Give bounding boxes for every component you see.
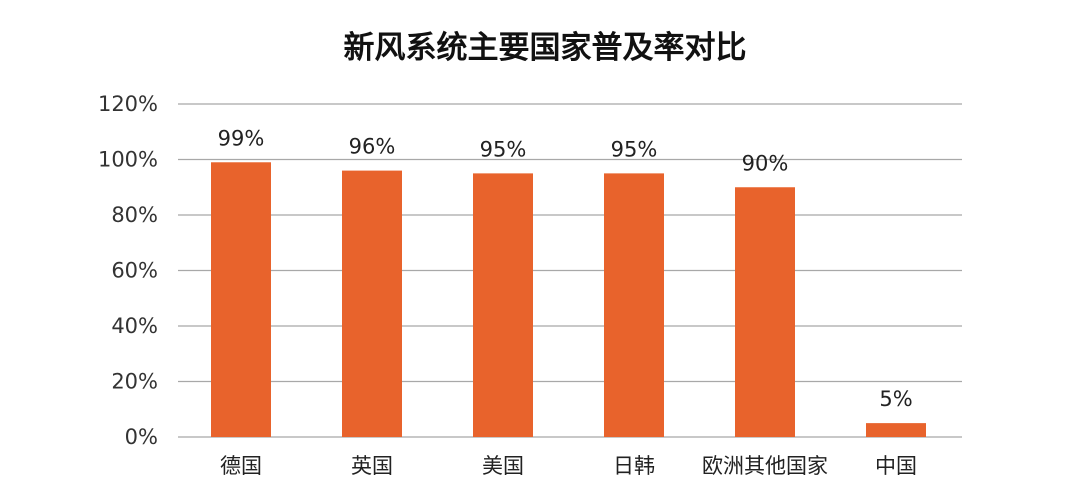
chart-title: 新风系统主要国家普及率对比 xyxy=(344,30,747,66)
y-tick-label: 0% xyxy=(125,425,158,449)
data-label: 96% xyxy=(349,135,396,159)
y-tick-label: 60% xyxy=(111,259,158,283)
data-label: 90% xyxy=(742,151,789,175)
category-label: 日韩 xyxy=(613,454,655,478)
bar xyxy=(866,423,926,437)
category-label: 中国 xyxy=(875,454,917,478)
y-tick-label: 100% xyxy=(98,148,158,172)
gridlines xyxy=(178,103,962,438)
category-label: 德国 xyxy=(220,454,262,478)
bar xyxy=(473,173,533,437)
bar xyxy=(604,173,664,437)
data-label: 99% xyxy=(218,126,265,150)
y-axis-tick-labels: 0% 20% 40% 60% 80% 100% 120% xyxy=(98,92,158,449)
bar xyxy=(342,170,402,437)
bars xyxy=(211,162,926,437)
y-tick-label: 20% xyxy=(111,370,158,394)
y-tick-label: 40% xyxy=(111,314,158,338)
y-tick-label: 80% xyxy=(111,203,158,227)
bar xyxy=(211,162,271,437)
data-label: 95% xyxy=(611,137,658,161)
category-label: 欧洲其他国家 xyxy=(702,454,828,478)
data-label: 5% xyxy=(879,387,912,411)
data-labels: 99% 96% 95% 95% 90% 5% xyxy=(218,126,913,411)
category-label: 美国 xyxy=(482,454,524,478)
y-tick-label: 120% xyxy=(98,92,158,116)
bar xyxy=(735,187,795,437)
category-label: 英国 xyxy=(351,454,393,478)
data-label: 95% xyxy=(480,137,527,161)
x-axis-category-labels: 德国 英国 美国 日韩 欧洲其他国家 中国 xyxy=(220,454,917,478)
